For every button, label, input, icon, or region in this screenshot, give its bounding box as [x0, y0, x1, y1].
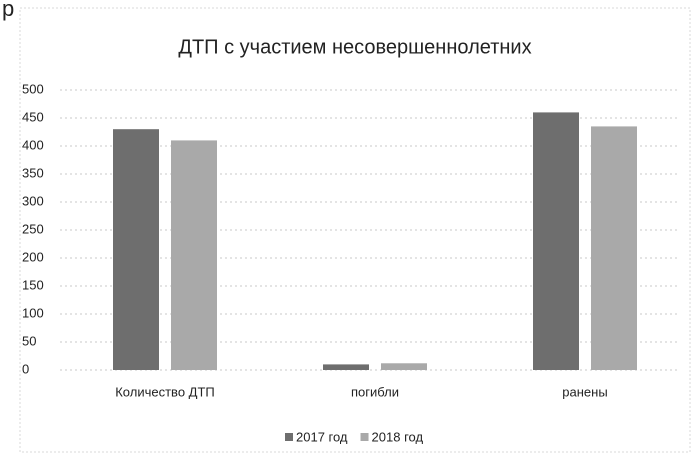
y-tick-label: 50	[22, 333, 36, 348]
x-tick-label: ранены	[562, 384, 607, 399]
y-tick-label: 350	[22, 165, 44, 180]
x-tick-label: погибли	[351, 384, 399, 399]
page-fragment: р	[2, 0, 14, 21]
legend-label: 2018 год	[372, 429, 424, 444]
bar	[533, 112, 579, 371]
legend-swatch	[360, 433, 369, 441]
y-tick-label: 0	[22, 361, 29, 376]
bar	[171, 140, 217, 370]
chart-title: ДТП с участием несовершеннолетних	[178, 36, 531, 58]
y-tick-label: 400	[22, 137, 44, 152]
bar	[591, 126, 637, 371]
y-tick-label: 200	[22, 249, 44, 264]
y-tick-label: 450	[22, 109, 44, 124]
x-tick-label: Количество ДТП	[115, 384, 215, 399]
legend-label: 2017 год	[296, 429, 348, 444]
bar	[113, 129, 159, 370]
y-tick-label: 150	[22, 277, 44, 292]
y-tick-label: 250	[22, 221, 44, 236]
bar	[381, 363, 427, 370]
legend-swatch	[285, 433, 293, 441]
y-tick-label: 300	[22, 193, 44, 208]
bar	[323, 364, 369, 370]
chart-border	[19, 7, 691, 453]
y-tick-label: 500	[22, 81, 44, 96]
y-tick-label: 100	[22, 305, 44, 320]
